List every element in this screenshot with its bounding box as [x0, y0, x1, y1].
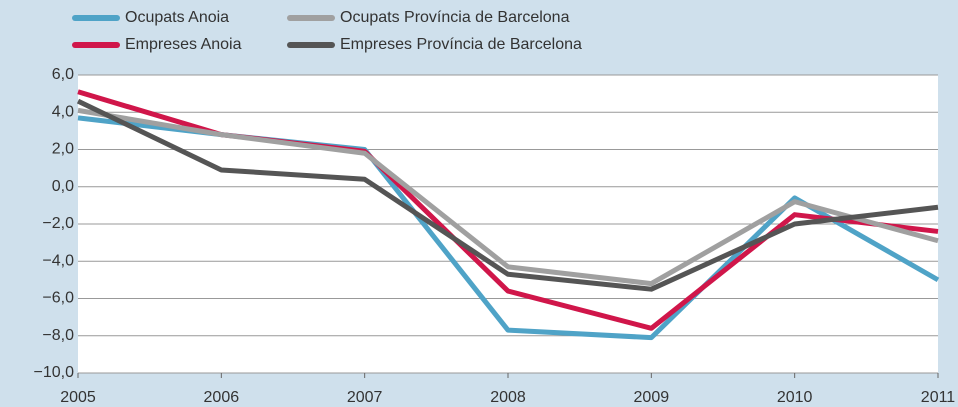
legend-label: Empreses Província de Barcelona: [340, 36, 582, 53]
legend-label: Empreses Anoia: [125, 36, 242, 53]
y-tick-label: −4,0: [42, 252, 74, 269]
x-tick-label: 2011: [921, 389, 956, 406]
y-tick-label: 0,0: [52, 178, 74, 195]
x-tick-label: 2006: [204, 389, 240, 406]
x-tick-label: 2008: [490, 389, 526, 406]
y-tick-label: −6,0: [42, 290, 74, 307]
y-tick-label: −10,0: [34, 364, 75, 381]
x-tick-label: 2007: [347, 389, 383, 406]
x-tick-label: 2010: [777, 389, 813, 406]
x-tick-label: 2009: [634, 389, 670, 406]
series-line: [77, 107, 939, 287]
legend-label: Ocupats Província de Barcelona: [340, 9, 570, 26]
y-tick-label: 6,0: [52, 66, 74, 83]
x-tick-label: 2005: [60, 389, 96, 406]
y-tick-label: −2,0: [42, 215, 74, 232]
legend-label: Ocupats Anoia: [125, 9, 229, 26]
y-tick-label: 2,0: [52, 141, 74, 158]
y-tick-label: 4,0: [52, 103, 74, 120]
series-line: [76, 98, 939, 292]
y-tick-label: −8,0: [42, 327, 74, 344]
